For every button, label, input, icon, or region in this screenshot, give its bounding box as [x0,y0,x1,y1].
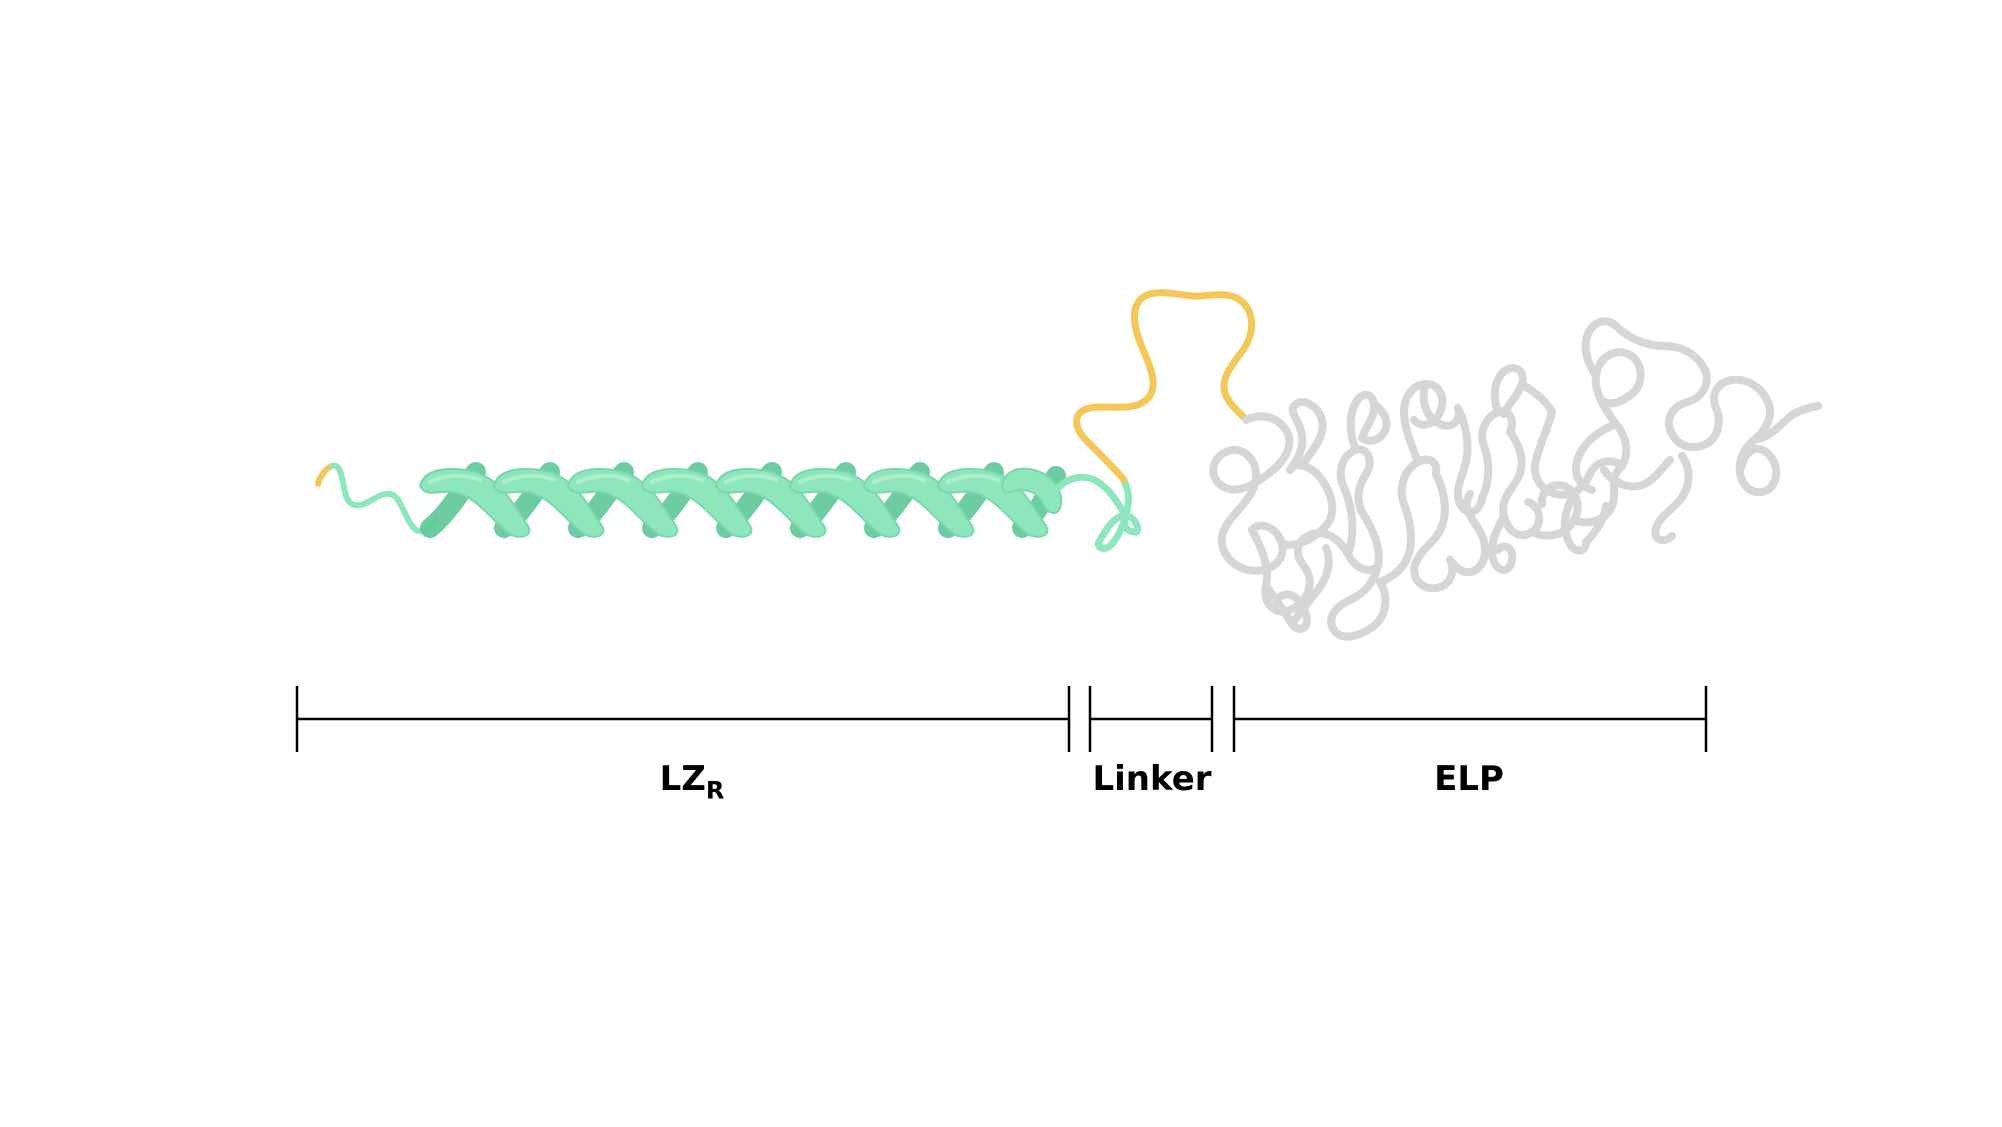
elp-label-text: ELP [1434,759,1504,799]
alpha-helix [418,462,1066,538]
lzr-label-subscript: R [705,776,725,805]
elp-bracket [1232,686,1708,752]
linker-loop [1073,289,1256,484]
elp-coil [1209,317,1822,641]
lzr-bracket [295,686,1071,752]
segment-brackets [295,686,1708,752]
lzr-label: LZR [659,759,725,802]
lzr-label-main: LZ [659,759,706,799]
n-terminal-tip [315,463,335,487]
protein-structure [315,289,1822,641]
linker-label: Linker [1092,762,1211,796]
linker-label-text: Linker [1092,759,1212,799]
elp-label: ELP [1434,762,1504,796]
helix-c-coil [1052,473,1142,552]
linker-bracket [1088,686,1214,752]
n-terminal-coil [329,462,439,534]
